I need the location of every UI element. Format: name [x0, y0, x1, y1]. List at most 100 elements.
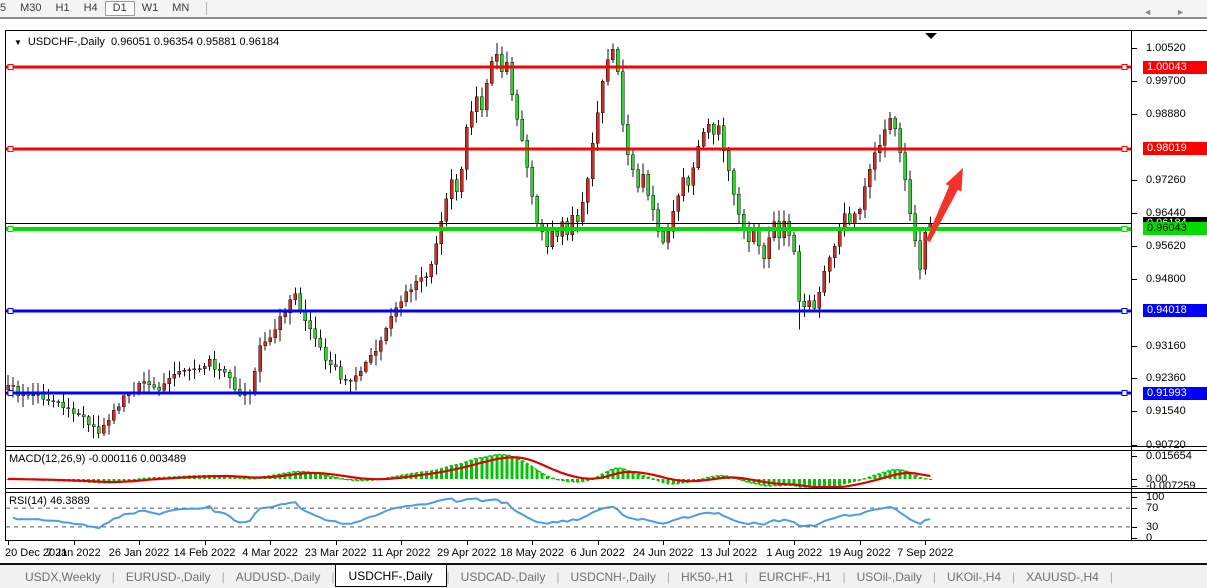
tab-separator: | — [331, 569, 335, 584]
date-tick-mark — [335, 541, 337, 545]
axis-tick-mark — [1132, 497, 1137, 498]
line-handle — [7, 225, 14, 232]
date-tick-mark — [597, 541, 599, 545]
chart-tab-usdchf-[interactable]: USDCHF-,Daily — [334, 564, 447, 587]
date-tick-mark — [466, 541, 468, 545]
price-tick-label: 0.92360 — [1146, 372, 1186, 385]
date-tick-mark — [401, 541, 403, 545]
macd-main-line — [8, 453, 931, 488]
rsi-tick-label: 0 — [1146, 532, 1153, 544]
timeframe-toolbar: 5 M30 H1 H4 D1 W1 MN — [0, 0, 1207, 19]
chart-tab-usdcad-[interactable]: USDCAD-,Daily — [460, 569, 546, 584]
date-tick-mark — [204, 541, 206, 545]
tab-separator: | — [111, 569, 115, 584]
date-label: 4 Mar 2022 — [242, 547, 298, 559]
level-price-badge: 0.96043 — [1143, 222, 1207, 236]
axis-tick-mark — [1132, 279, 1137, 281]
tab-separator: | — [446, 569, 450, 584]
price-tick-label: 0.99700 — [1146, 74, 1186, 87]
date-label: 23 Mar 2022 — [304, 547, 367, 559]
tab-separator: | — [744, 569, 748, 584]
rsi-indicator-label: RSI(14) 46.3889 — [9, 495, 90, 507]
date-tick-mark — [532, 541, 534, 545]
line-handle — [7, 145, 14, 152]
macd-tick-label: -0.007259 — [1146, 480, 1196, 492]
rsi-pane-bottom-border — [5, 540, 1207, 541]
chart-tab-hk50-[interactable]: HK50-,H1 — [680, 569, 734, 584]
date-tick-mark — [73, 541, 75, 545]
tab-separator: | — [932, 569, 937, 584]
axis-tick-mark — [1132, 411, 1137, 413]
price-chart-canvas — [6, 33, 1131, 439]
chart-tab-eurchf-[interactable]: EURCHF-,H1 — [758, 569, 832, 584]
macd-pane-bottom-border — [5, 488, 1207, 489]
macd-pane[interactable] — [6, 451, 1131, 488]
price-chart-pane[interactable] — [6, 31, 1131, 446]
date-tick-mark — [794, 541, 796, 545]
date-label: 13 Jul 2022 — [700, 547, 758, 559]
level-price-badge: 0.98019 — [1143, 142, 1207, 156]
axis-tick-mark — [1132, 80, 1137, 82]
symbol-dropdown-icon[interactable]: ▼ — [14, 38, 22, 47]
timeframe-button-h4[interactable]: H4 — [83, 2, 98, 14]
price-tick-label: 1.00520 — [1146, 41, 1186, 54]
rsi-pane-top-border — [5, 492, 1207, 493]
macd-canvas — [6, 453, 932, 488]
axis-tick-mark — [1132, 479, 1137, 480]
timeframe-button-h1[interactable]: H1 — [55, 2, 70, 14]
axis-tick-mark — [1132, 246, 1137, 248]
tabs-scroll-right-icon[interactable]: ► — [1176, 7, 1185, 17]
timeframe-button-5[interactable]: 5 — [0, 2, 7, 14]
axis-tick-mark — [1132, 47, 1137, 49]
date-label: 19 Aug 2022 — [828, 547, 891, 559]
line-handle — [1121, 307, 1128, 314]
macd-indicator-label: MACD(12,26,9) -0.000116 0.003489 — [9, 453, 187, 465]
tabs-scroll-left-icon[interactable]: ◄ — [1143, 7, 1153, 17]
date-label: 18 May 2022 — [500, 547, 564, 559]
macd-signal-line — [8, 456, 931, 488]
timeframe-button-m30[interactable]: M30 — [20, 2, 42, 14]
price-tick-label: 0.94800 — [1146, 273, 1186, 286]
date-tick-mark — [8, 541, 9, 545]
chart-tab-audusd-[interactable]: AUDUSD-,Daily — [235, 569, 321, 584]
macd-tick-label: 0.00 — [1146, 473, 1168, 485]
candles-layer — [6, 43, 933, 439]
chart-tab-xauusd-[interactable]: XAUUSD-,H4 — [1026, 569, 1099, 584]
chart-tab-bar: USDX,Weekly | EURUSD-,Daily | AUDUSD-,Daily |… — [0, 563, 1207, 588]
chart-tab-usdcnh-[interactable]: USDCNH-,Daily — [570, 569, 656, 584]
line-handle — [7, 64, 14, 70]
chart-tab-ukoil-[interactable]: UKOil-,H4 — [947, 569, 1002, 584]
chart-ohlc-values: 0.96051 0.96354 0.95881 0.96184 — [111, 36, 280, 48]
tab-separator: | — [1012, 569, 1016, 584]
macd-pane-top-border — [5, 450, 1207, 451]
axis-tick-mark — [1132, 455, 1137, 457]
tab-scroll-nav: ◄ ► — [1143, 7, 1185, 17]
tab-separator: | — [842, 569, 846, 584]
chart-frame-top-border — [5, 30, 1207, 31]
line-handle — [1121, 225, 1128, 232]
date-label: 14 Feb 2022 — [173, 547, 236, 559]
line-handle — [1121, 145, 1128, 152]
date-label: 6 Jun 2022 — [570, 547, 625, 559]
macd-tick-label: 0.015654 — [1146, 449, 1192, 462]
date-tick-mark — [728, 541, 730, 545]
timeframe-button-w1[interactable]: W1 — [141, 2, 159, 14]
price-tick-label: 0.90720 — [1146, 438, 1186, 451]
line-handle — [7, 390, 14, 397]
date-tick-mark — [139, 541, 141, 545]
price-tick-label: 0.91540 — [1146, 405, 1186, 418]
rsi-pane[interactable] — [6, 493, 1131, 540]
date-label: 24 Jun 2022 — [632, 547, 694, 559]
chart-tab-eurusd-[interactable]: EURUSD-,Daily — [125, 569, 211, 584]
chart-shift-marker-icon — [925, 33, 937, 39]
timeframe-button-d1[interactable]: D1 — [104, 1, 135, 16]
main-pane-bottom-border — [5, 446, 1207, 447]
date-label: 1 Aug 2022 — [766, 547, 823, 559]
price-tick-label: 0.97260 — [1146, 173, 1186, 186]
date-label: 7 Sep 2022 — [897, 547, 954, 559]
chart-tab-usdx[interactable]: USDX,Weekly — [25, 569, 101, 584]
axis-tick-mark — [1132, 538, 1137, 539]
chart-tab-usoil-[interactable]: USOil-,Daily — [856, 569, 922, 584]
timeframe-button-mn[interactable]: MN — [172, 2, 190, 14]
